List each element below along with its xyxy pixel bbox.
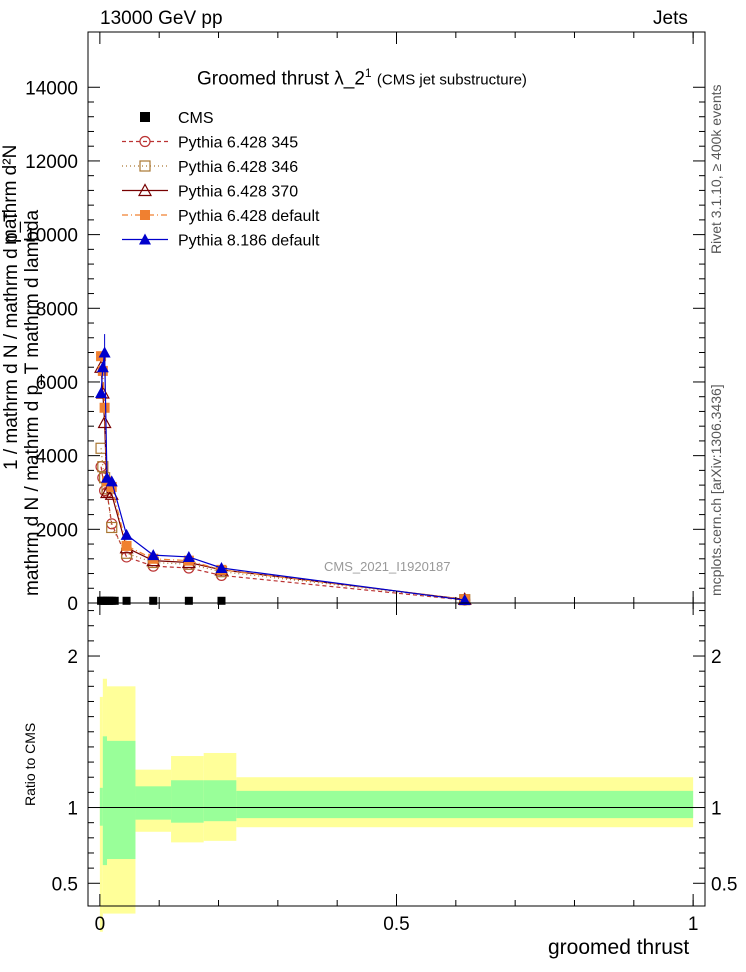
- data-point-p370: [97, 415, 112, 429]
- rivet-version-label: Rivet 3.1.10, ≥ 400k events: [708, 84, 724, 254]
- ratio-ytick-label-right: 2: [711, 647, 722, 668]
- main-panel: 0 2000 4000 6000 8000 10000 12000 14000: [25, 31, 706, 615]
- y-axis-title-line-3: mathrm d²N: [0, 144, 21, 245]
- ratio-band-inner-2: [106, 740, 136, 860]
- ratio-ytick-label-right: 0.5: [711, 874, 737, 895]
- y-axis-title-line-1: mathrm d N / mathrm d p_T mathrm d lambd…: [22, 209, 43, 596]
- ratio-ytick-label: 0.5: [52, 874, 78, 895]
- legend-label: Pythia 6.428 346: [178, 159, 298, 176]
- data-point-p8def: [105, 475, 118, 487]
- plot-title-main: Groomed thrust λ_2: [197, 68, 365, 90]
- header-energy-label: 13000 GeV pp: [100, 8, 223, 29]
- legend-marker-p8def: [139, 233, 151, 245]
- data-point-p8def: [215, 562, 228, 574]
- legend-label: Pythia 6.428 370: [178, 184, 298, 201]
- ratio-band-inner-5: [203, 780, 237, 822]
- data-point-p6def: [106, 481, 117, 492]
- legend-marker-p6def: [140, 210, 150, 220]
- ratio-ytick-label: 2: [67, 647, 78, 668]
- y-axis-title-line-2: 1 / mathrm d N / mathrm d p_T: [1, 210, 22, 470]
- data-point-p8def: [458, 594, 471, 606]
- data-point-p8def: [120, 528, 133, 540]
- data-point-p346: [106, 521, 118, 534]
- legend-label: Pythia 6.428 default: [178, 208, 320, 225]
- ratio-band-inner-1: [102, 736, 107, 866]
- plot-title-sup: 1: [364, 66, 372, 80]
- main-ytick-label: 14000: [25, 78, 78, 99]
- data-point-p6def: [99, 402, 110, 413]
- ratio-band-inner-6: [236, 790, 694, 819]
- legend-label: Pythia 6.428 345: [178, 135, 298, 152]
- legend-marker-p346: [139, 160, 151, 172]
- data-point-cms: [122, 596, 131, 605]
- ratio-frame: [87, 602, 706, 907]
- ratio-band-inner-0: [99, 787, 103, 826]
- data-point-p8def: [182, 550, 195, 562]
- ratio-ytick-label: 1: [67, 799, 78, 820]
- analysis-watermark: CMS_2021_I1920187: [324, 559, 451, 574]
- ratio-band-inner-4: [171, 780, 204, 823]
- xtick-label: 0: [95, 914, 106, 935]
- legend-marker-p370: [137, 183, 153, 197]
- ratio-panel: 0.5 0.5 1 1 2 2 0 0.5 1: [52, 32, 737, 935]
- header-jets-label: Jets: [653, 8, 688, 29]
- data-point-cms: [217, 596, 226, 605]
- series-line-p345: [100, 466, 465, 601]
- legend-marker-p345: [139, 135, 151, 148]
- plot-title-sub: (CMS jet substructure): [376, 71, 527, 89]
- data-point-cms: [184, 596, 193, 605]
- main-ytick-label: 6000: [36, 373, 78, 394]
- main-ytick-label: 4000: [36, 447, 78, 468]
- mcplots-label: mcplots.cern.ch [arXiv:1306.3436]: [708, 384, 724, 596]
- legend-label: Pythia 8.186 default: [178, 233, 320, 250]
- plot-title: Groomed thrust λ_21 (CMS jet substructur…: [197, 66, 527, 90]
- ratio-band-inner-3: [135, 786, 172, 820]
- main-ytick-label: 0: [67, 594, 78, 615]
- series-line-p8def: [100, 352, 465, 601]
- main-ytick-label: 12000: [25, 152, 78, 173]
- ratio-axis-title: Ratio to CMS: [22, 722, 38, 806]
- main-ytick-label: 8000: [36, 299, 78, 320]
- data-point-cms: [149, 596, 158, 605]
- data-point-cms: [110, 596, 119, 605]
- legend: CMS Pythia 6.428 345 Pythia 6.428 346 Pythi…: [122, 110, 320, 250]
- data-point-p8def: [147, 549, 160, 561]
- xtick-label: 0.5: [383, 914, 409, 935]
- data-point-p8def: [96, 361, 109, 373]
- data-point-p346: [97, 461, 109, 473]
- ratio-ytick-label-right: 1: [711, 799, 722, 820]
- legend-marker-cms: [140, 112, 150, 122]
- series-line-p6def: [100, 356, 465, 600]
- data-point-p345: [120, 551, 133, 563]
- main-ytick-label: 10000: [25, 226, 78, 247]
- xtick-label: 1: [688, 914, 699, 935]
- x-axis-title: groomed thrust: [548, 936, 690, 959]
- legend-label: CMS: [178, 110, 214, 127]
- main-ytick-label: 2000: [36, 520, 78, 541]
- data-point-p8def: [95, 387, 108, 399]
- data-point-p6def: [121, 540, 132, 551]
